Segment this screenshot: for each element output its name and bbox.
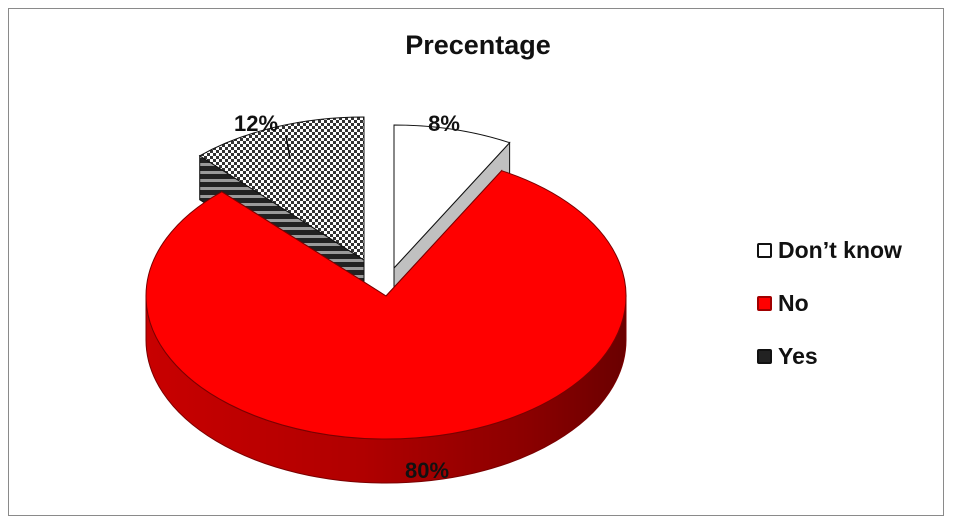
chart-title: Precentage <box>405 30 551 60</box>
legend-item-no: No <box>757 289 902 317</box>
legend-swatch-no <box>757 295 772 311</box>
legend: Don’t know No Yes <box>757 236 902 395</box>
legend-label-yes: Yes <box>778 342 818 369</box>
legend-swatch-yes <box>757 348 772 364</box>
legend-swatch-dont-know <box>757 242 772 258</box>
legend-item-dont-know: Don’t know <box>757 236 902 264</box>
pie-slice-no <box>145 169 627 484</box>
legend-item-yes: Yes <box>757 342 902 370</box>
legend-label-no: No <box>778 289 809 316</box>
data-label-yes: 12% <box>234 111 278 136</box>
legend-label-dont-know: Don’t know <box>778 236 902 263</box>
data-label-no: 80% <box>405 458 449 483</box>
leader-line-yes <box>285 135 291 159</box>
data-label-dont-know: 8% <box>428 111 460 136</box>
